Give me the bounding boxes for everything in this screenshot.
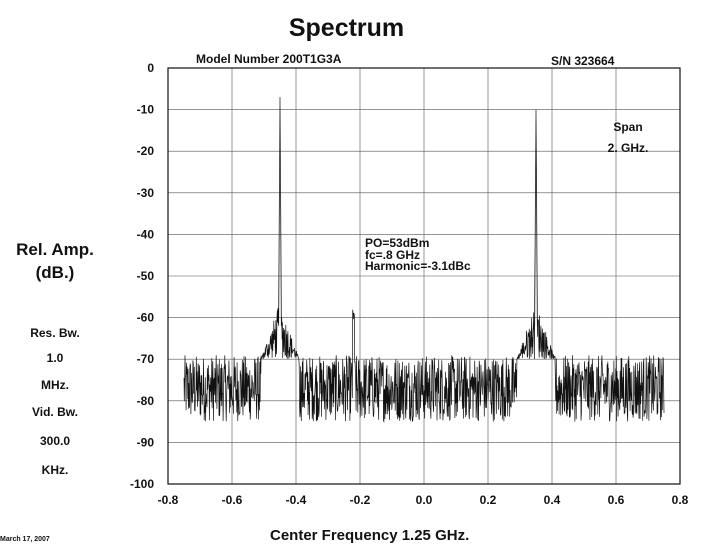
annotation-harmonic: Harmonic=-3.1dBc: [365, 259, 471, 273]
y-tick-label: -90: [137, 435, 155, 449]
annotation-span-value: 2. GHz.: [608, 141, 649, 155]
vid-bw-label: Vid. Bw.: [31, 405, 78, 419]
annotation-po: PO=53dBm: [365, 236, 429, 250]
x-tick-label: 0.6: [608, 493, 625, 507]
x-tick-label: -0.6: [222, 493, 243, 507]
vid-bw-value: 300.0: [39, 434, 71, 448]
spectrum-trace: [183, 97, 665, 423]
x-tick-label: -0.4: [286, 493, 307, 507]
res-bw-label: Res. Bw.: [30, 326, 80, 340]
x-tick-label: -0.8: [158, 493, 179, 507]
x-tick-label: 0.4: [544, 493, 561, 507]
x-tick-label: 0.8: [672, 493, 689, 507]
y-axis-label: Rel. Amp.: [16, 240, 94, 259]
y-tick-label: -10: [137, 103, 155, 117]
grid: [167, 67, 681, 485]
vid-bw-unit: KHz.: [41, 463, 69, 477]
y-tick-labels: 0 -10 -20 -30 -40 -50 -60 -70 -80 -90 -100: [130, 61, 154, 491]
y-tick-label: -50: [137, 269, 155, 283]
y-tick-label: 0: [147, 61, 154, 75]
chart-title: Spectrum: [288, 14, 405, 42]
x-axis-label: Center Frequency 1.25 GHz.: [270, 527, 470, 544]
y-tick-label: -80: [137, 394, 155, 408]
x-tick-label: -0.2: [350, 493, 371, 507]
y-tick-label: -70: [137, 352, 155, 366]
y-tick-label: -30: [137, 186, 155, 200]
y-tick-label: -100: [130, 477, 154, 491]
y-axis-unit: (dB.): [35, 263, 75, 282]
y-tick-label: -40: [137, 227, 155, 241]
model-number: Model Number 200T1G3A: [196, 52, 342, 66]
y-tick-label: -20: [137, 144, 155, 158]
res-bw-value: 1.0: [46, 351, 64, 365]
plot-frame: [167, 67, 681, 485]
serial-number: S/N 323664: [551, 54, 615, 68]
x-tick-label: 0.2: [480, 493, 497, 507]
x-tick-label: 0.0: [416, 493, 433, 507]
annotation-span: Span: [613, 120, 642, 134]
res-bw-unit: MHz.: [41, 378, 69, 392]
print-date: March 17, 2007: [0, 536, 50, 543]
y-tick-label: -60: [137, 311, 155, 325]
annotation-fc: fc=.8 GHz: [365, 248, 420, 262]
x-tick-labels: -0.8 -0.6 -0.4 -0.2 0.0 0.2 0.4 0.6 0.8: [158, 493, 689, 507]
